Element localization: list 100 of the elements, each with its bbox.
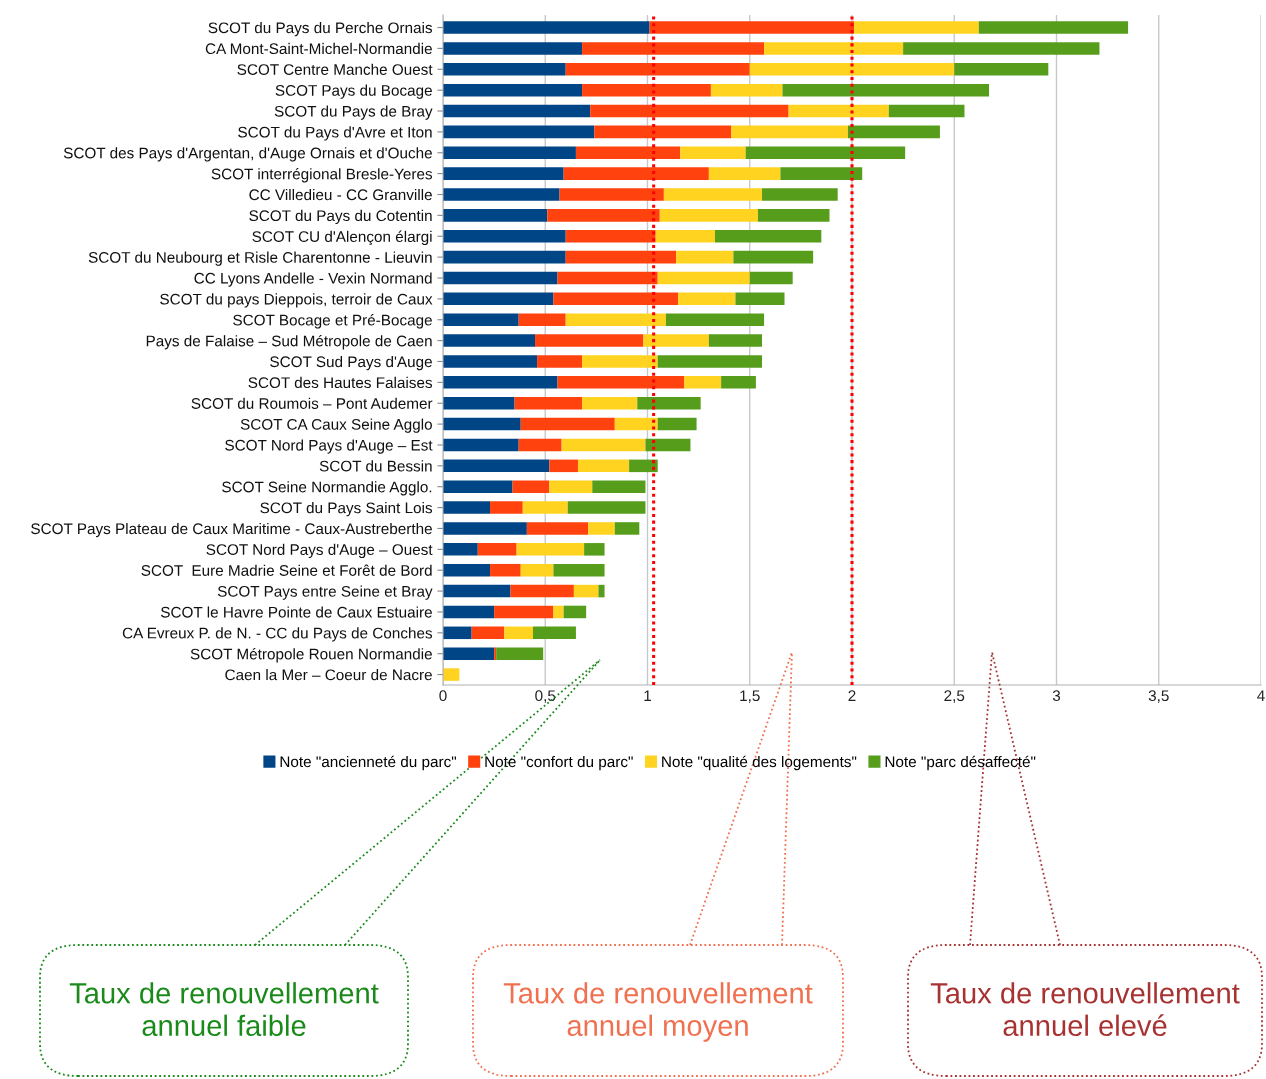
bar <box>490 501 523 514</box>
bar <box>443 313 519 326</box>
bar <box>443 480 513 493</box>
bar <box>559 188 664 201</box>
bar <box>443 188 560 201</box>
bar <box>637 396 701 410</box>
y-tick-label: SCOT du Roumois – Pont Audemer <box>191 397 433 409</box>
x-tick-label: 1,5 <box>740 690 760 703</box>
bar <box>557 271 658 285</box>
bar <box>443 209 548 222</box>
bar <box>520 417 615 431</box>
bar <box>614 417 658 431</box>
y-tick-label: SCOT des Pays d'Argentan, d'Auge Ornais et d'Ouche <box>63 147 432 162</box>
bar <box>575 146 681 160</box>
bar <box>588 522 615 535</box>
bar <box>549 459 578 473</box>
bar <box>757 209 830 222</box>
bar <box>516 543 585 556</box>
bar <box>510 584 574 598</box>
bar <box>733 250 814 264</box>
bar <box>520 563 554 577</box>
bar <box>573 584 599 598</box>
bar <box>888 104 965 118</box>
bar <box>680 146 746 160</box>
bar <box>565 63 750 76</box>
bar <box>582 83 711 97</box>
bar <box>443 42 583 55</box>
y-tick-label: SCOT Sud Pays d'Auge <box>270 355 432 371</box>
text: Taux de renouvellement annuel moyen <box>503 982 813 1042</box>
y-tick-label: CC Villedieu - CC Granville <box>249 188 432 201</box>
bar <box>518 313 566 326</box>
bar <box>657 355 763 368</box>
bar <box>557 376 685 389</box>
bar <box>780 167 863 180</box>
bar <box>443 647 495 660</box>
bar <box>714 229 822 243</box>
bar <box>749 63 955 76</box>
bar <box>494 647 497 660</box>
bar <box>565 250 677 264</box>
y-tick-label: SCOT du Neubourg et Risle Charentonne - Lieuvin <box>88 251 432 266</box>
bar <box>553 605 564 619</box>
y-tick-label: SCOT du Pays d'Avre et Iton <box>238 126 432 141</box>
bar <box>594 125 732 139</box>
x-tick-label: 2,5 <box>944 690 965 703</box>
bar <box>443 605 495 619</box>
y-tick-label: SCOT Nord Pays d'Auge – Ouest <box>206 543 433 559</box>
bar <box>678 292 736 306</box>
bar <box>443 250 566 264</box>
bar <box>547 209 660 222</box>
y-tick-label: SCOT du Pays du Cotentin <box>249 209 432 225</box>
bar <box>903 42 1100 55</box>
bar <box>614 522 640 535</box>
y-tick-label: CA Mont-Saint-Michel-Normandie <box>205 42 432 55</box>
bar <box>443 522 527 535</box>
y-tick-label: SCOT du Pays de Bray <box>274 105 433 120</box>
bar <box>764 42 904 55</box>
bar <box>494 605 554 619</box>
legend-label: Note "confort du parc" <box>485 755 633 771</box>
bar <box>504 626 533 640</box>
bar <box>731 125 848 139</box>
bar <box>443 146 576 160</box>
bar <box>443 501 491 514</box>
bar <box>735 292 785 306</box>
y-tick-label: CA Evreux P. de N. - CC du Pays de Conches <box>122 627 433 642</box>
bar <box>443 104 591 118</box>
bar <box>676 250 734 264</box>
bar <box>663 188 763 201</box>
bar <box>443 543 478 556</box>
y-tick-label: SCOT Métropole Rouen Normandie <box>190 648 432 663</box>
bar <box>847 125 940 139</box>
bar <box>577 459 630 473</box>
bar <box>514 396 583 410</box>
bar <box>443 417 521 431</box>
bar <box>655 229 715 243</box>
bar <box>532 626 576 640</box>
bar <box>561 438 646 452</box>
bar <box>512 480 550 493</box>
y-tick-label: SCOT du Pays du Perche Ornais <box>208 21 433 37</box>
y-tick-label: SCOT le Havre Pointe de Caux Estuaire <box>160 606 432 618</box>
text: Taux de renouvellement annuel elevé <box>930 982 1240 1037</box>
y-tick-label: SCOT du Pays Saint Lois <box>260 502 433 517</box>
bar <box>567 501 646 514</box>
bar <box>649 21 855 34</box>
y-tick-label: SCOT des Hautes Falaises <box>248 376 433 389</box>
bar <box>443 584 511 598</box>
bar <box>659 209 758 222</box>
y-tick-label: SCOT CU d'Alençon élargi <box>252 230 432 246</box>
bar <box>443 563 491 577</box>
bar <box>710 83 783 97</box>
x-tick-label: 3,5 <box>1148 690 1169 703</box>
bar <box>443 292 554 306</box>
y-tick-label: Pays de Falaise – Sud Métropole de Caen <box>146 334 432 350</box>
x-tick-label: 0 <box>439 690 447 702</box>
bar <box>708 334 763 347</box>
bar <box>553 292 679 306</box>
y-tick-label: Caen la Mer – Coeur de Nacre <box>225 669 432 681</box>
bar <box>584 543 605 556</box>
bar <box>490 563 521 577</box>
bar <box>582 396 638 410</box>
bar <box>749 271 793 285</box>
